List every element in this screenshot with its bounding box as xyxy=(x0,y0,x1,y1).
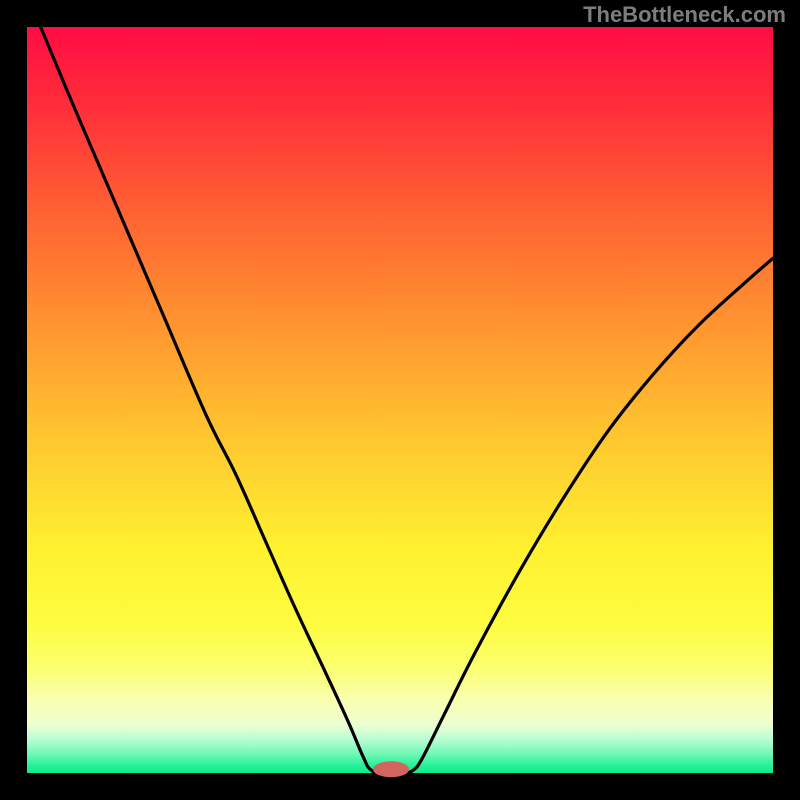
plot-background xyxy=(27,27,773,773)
optimal-marker xyxy=(373,761,409,777)
watermark-text: TheBottleneck.com xyxy=(583,2,786,28)
chart-wrapper: TheBottleneck.com xyxy=(0,0,800,800)
bottleneck-chart-svg xyxy=(0,0,800,800)
